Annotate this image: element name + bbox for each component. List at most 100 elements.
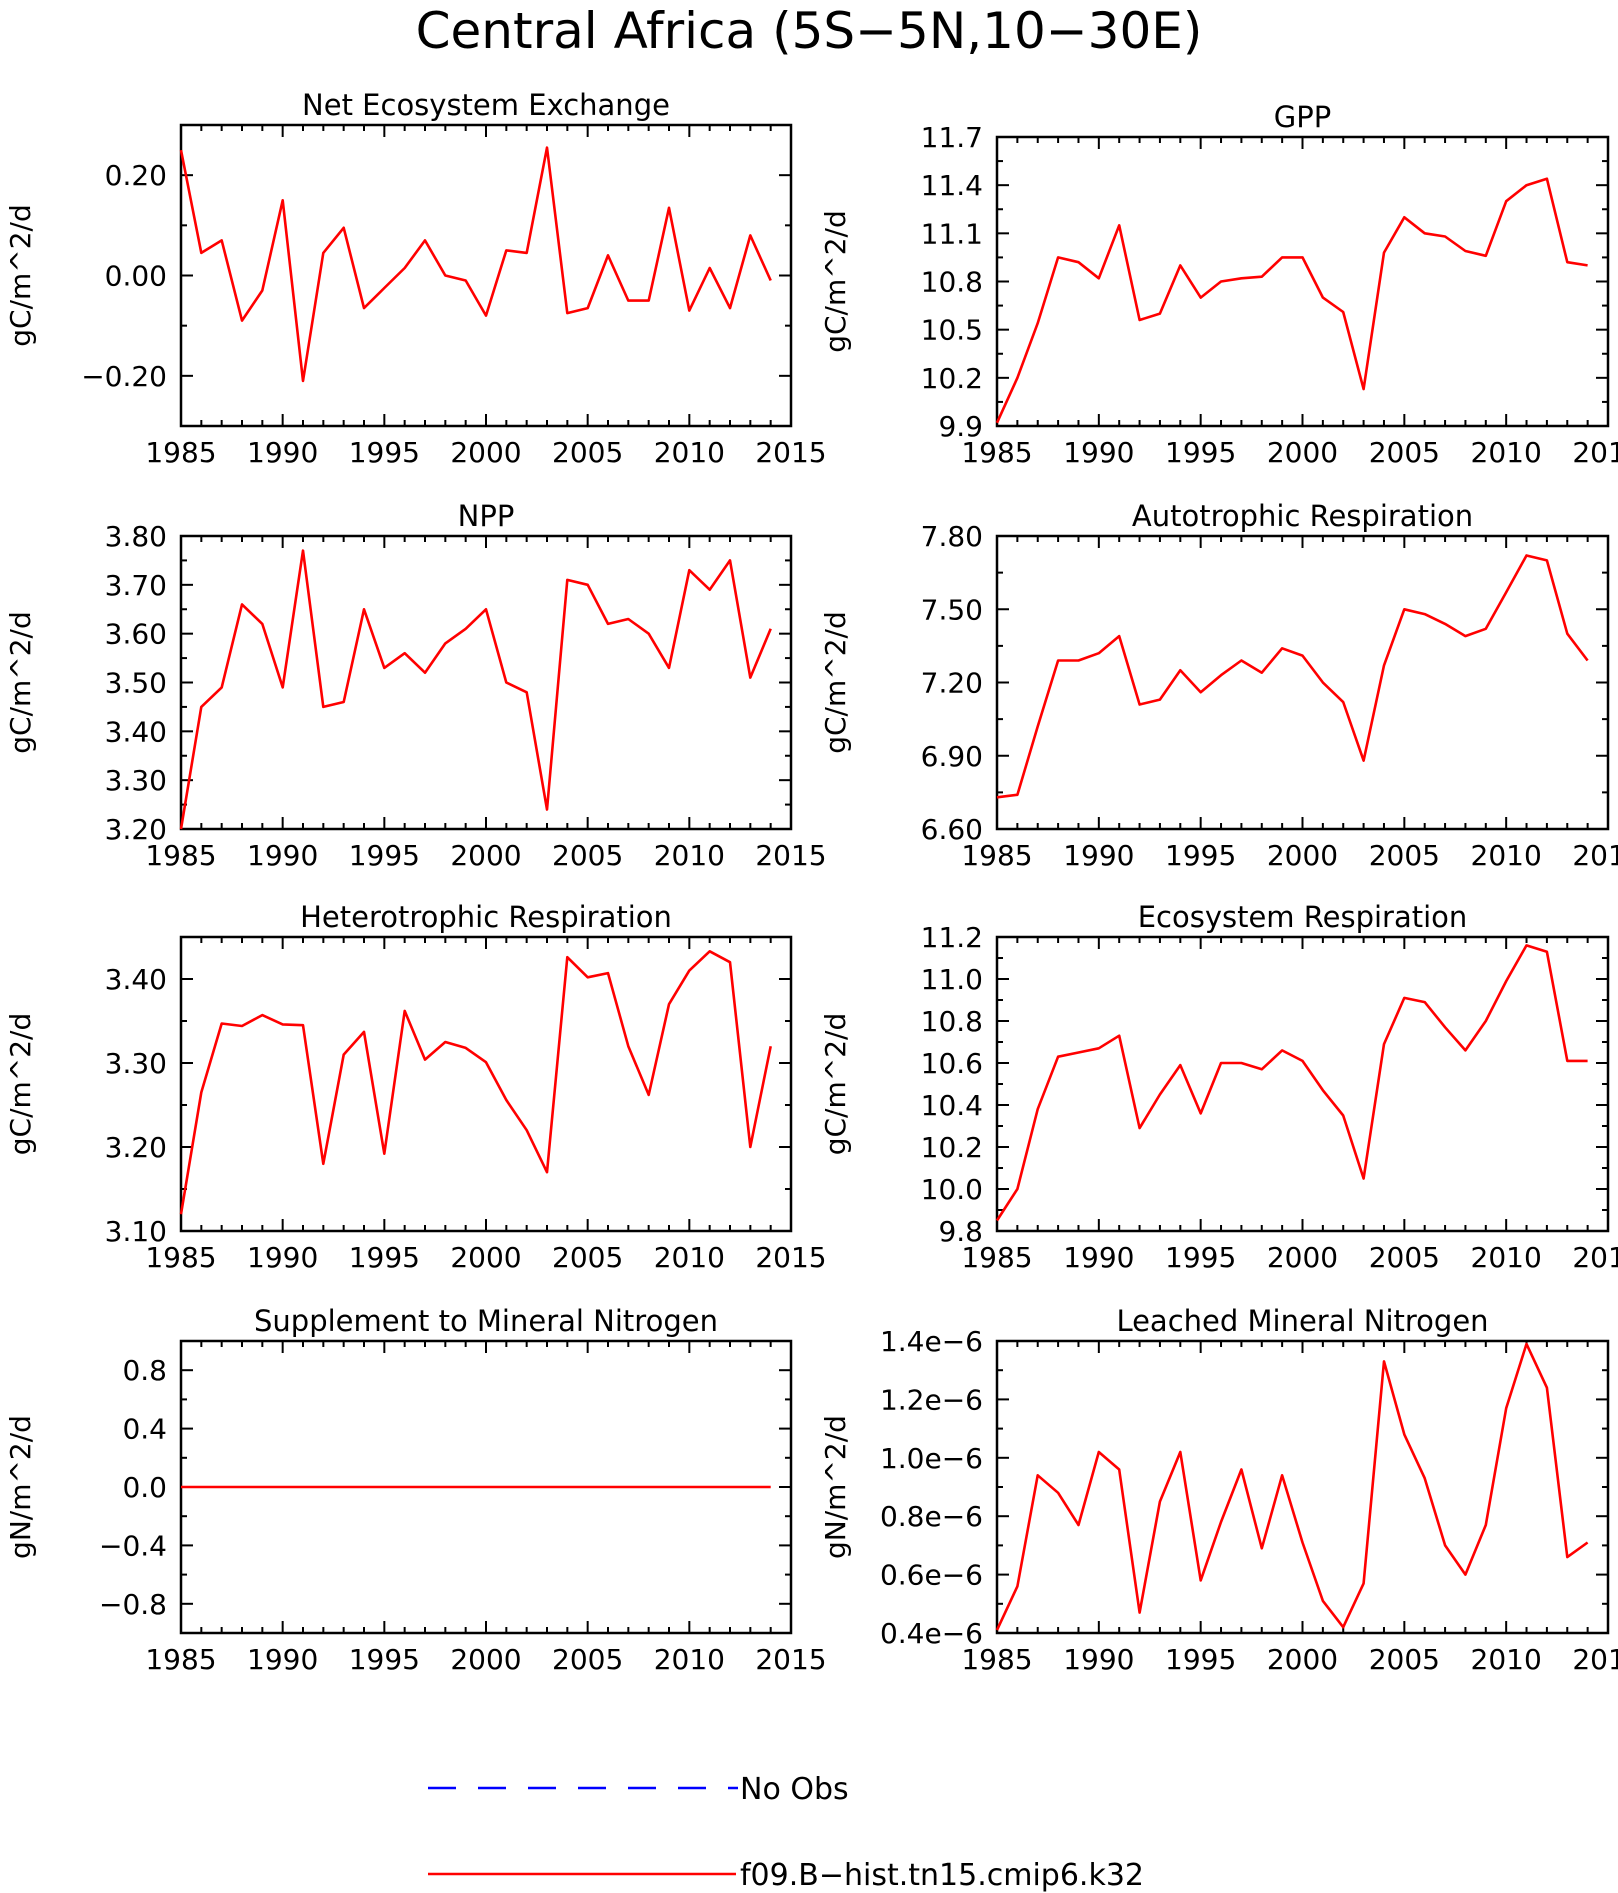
plot-frame [995,935,1610,1233]
chart-panel-8: Leached Mineral Nitrogen gN/m^2/d 1985 1990… [819,1304,1618,1676]
y-tick-label: 3.40 [105,715,167,748]
chart-panel-6: Ecosystem Respiration gC/m^2/d 1985 1990 199… [819,900,1618,1274]
y-tick-label: 6.90 [921,740,983,773]
chart-panel-1: Net Ecosystem Exchange gC/m^2/d 1985 1990 19… [4,88,827,469]
y-tick-label: −0.8 [99,1588,167,1621]
panel-title: NPP [458,499,515,533]
x-tick-label: 1995 [1165,839,1236,872]
series-line [179,146,772,383]
x-tick-label: 2000 [1267,1241,1338,1274]
plot-frame [179,123,793,428]
x-tick-label: 2005 [552,1241,623,1274]
x-tick-label: 1990 [1063,839,1134,872]
x-tick-label: 1985 [961,436,1032,469]
x-tick-label: 1990 [1063,436,1134,469]
y-tick-label: 3.60 [105,618,167,651]
legend: No Obs f09.B−hist.tn15.cmip6.k32 [428,1772,1144,1893]
series-line [995,944,1588,1222]
plot-frame [995,135,1610,428]
y-tick-label: 3.10 [105,1215,167,1248]
y-tick-label: 3.20 [105,813,167,846]
y-tick-label: 9.9 [938,410,983,443]
panel-title: GPP [1274,100,1331,134]
x-tick-label: 2010 [654,839,725,872]
y-tick-label: 10.4 [921,1089,983,1122]
x-tick-label: 1985 [145,839,216,872]
chart-panel-2: GPP gC/m^2/d 1985 1990 1995 2000 2005 2010 2015 9… [819,100,1618,469]
y-tick-label: 0.20 [105,159,167,192]
y-axis-label: gC/m^2/d [4,204,37,347]
y-tick-label: 0.0 [122,1471,167,1504]
y-tick-label: 6.60 [921,813,983,846]
series-line [995,1342,1589,1631]
x-tick-label: 2010 [654,436,725,469]
y-tick-label: −0.4 [99,1529,167,1562]
y-tick-label: 3.30 [105,764,167,797]
y-tick-label: 0.6e−6 [880,1559,983,1592]
y-tick-label: 10.5 [921,314,983,347]
panel-title: Supplement to Mineral Nitrogen [254,1304,718,1338]
series-line [179,949,772,1215]
panel-title: Net Ecosystem Exchange [302,88,670,122]
x-tick-label: 2005 [1369,1643,1440,1676]
y-tick-label: 1.2e−6 [880,1383,983,1416]
panel-title: Leached Mineral Nitrogen [1116,1304,1488,1338]
x-tick-label: 2000 [450,1241,521,1274]
x-tick-label: 2010 [654,1643,725,1676]
y-tick-label: 0.8e−6 [880,1500,983,1533]
x-tick-label: 1990 [1063,1643,1134,1676]
x-tick-label: 1985 [145,436,216,469]
y-axis-label: gC/m^2/d [4,611,37,754]
chart-panel-7: Supplement to Mineral Nitrogen gN/m^2/d 19… [4,1304,827,1676]
x-tick-label: 2015 [1572,839,1618,872]
series-line [995,177,1588,424]
x-tick-label: 2015 [1572,1241,1618,1274]
x-tick-label: 2005 [1369,1241,1440,1274]
x-tick-label: 2000 [450,436,521,469]
series-line [179,549,772,830]
y-tick-label: 0.00 [105,260,167,293]
x-tick-label: 2015 [755,1241,826,1274]
x-tick-label: 2005 [552,1643,623,1676]
x-tick-label: 2015 [1572,436,1618,469]
y-axis-label: gC/m^2/d [819,611,852,754]
panel-title: Autotrophic Respiration [1132,499,1473,533]
y-tick-label: 3.80 [105,520,167,553]
y-tick-label: 0.4 [122,1413,167,1446]
y-tick-label: −0.20 [81,360,167,393]
y-tick-label: 3.40 [105,963,167,996]
x-tick-label: 1995 [1165,1643,1236,1676]
x-tick-label: 1995 [1165,436,1236,469]
panel-title: Ecosystem Respiration [1138,900,1468,934]
legend-model-label: f09.B−hist.tn15.cmip6.k32 [740,1858,1144,1893]
y-tick-label: 10.2 [921,1131,983,1164]
x-tick-label: 1995 [349,1643,420,1676]
y-tick-label: 1.0e−6 [880,1442,983,1475]
y-tick-label: 3.30 [105,1047,167,1080]
plot-frame [179,935,793,1233]
x-tick-label: 2015 [755,436,826,469]
y-tick-label: 7.80 [921,520,983,553]
plot-frame [995,534,1610,831]
x-tick-label: 2010 [1471,839,1542,872]
y-axis-label: gC/m^2/d [4,1013,37,1156]
x-tick-label: 1995 [349,839,420,872]
y-tick-label: 7.20 [921,667,983,700]
y-tick-label: 10.6 [921,1047,983,1080]
x-tick-label: 2000 [1267,436,1338,469]
y-tick-label: 3.50 [105,667,167,700]
x-tick-label: 2005 [1369,839,1440,872]
x-tick-label: 1985 [961,1241,1032,1274]
x-tick-label: 2000 [1267,1643,1338,1676]
y-axis-label: gC/m^2/d [819,1013,852,1156]
chart-panel-3: NPP gC/m^2/d 1985 1990 1995 2000 2005 2010 2015 3… [4,499,827,872]
y-tick-label: 10.8 [921,1005,983,1038]
x-tick-label: 2015 [1572,1643,1618,1676]
x-tick-label: 1995 [349,1241,420,1274]
y-tick-label: 0.4e−6 [880,1617,983,1650]
y-tick-label: 0.8 [122,1354,167,1387]
y-tick-label: 9.8 [938,1215,983,1248]
x-tick-label: 1990 [247,839,318,872]
y-tick-label: 11.7 [921,121,983,154]
